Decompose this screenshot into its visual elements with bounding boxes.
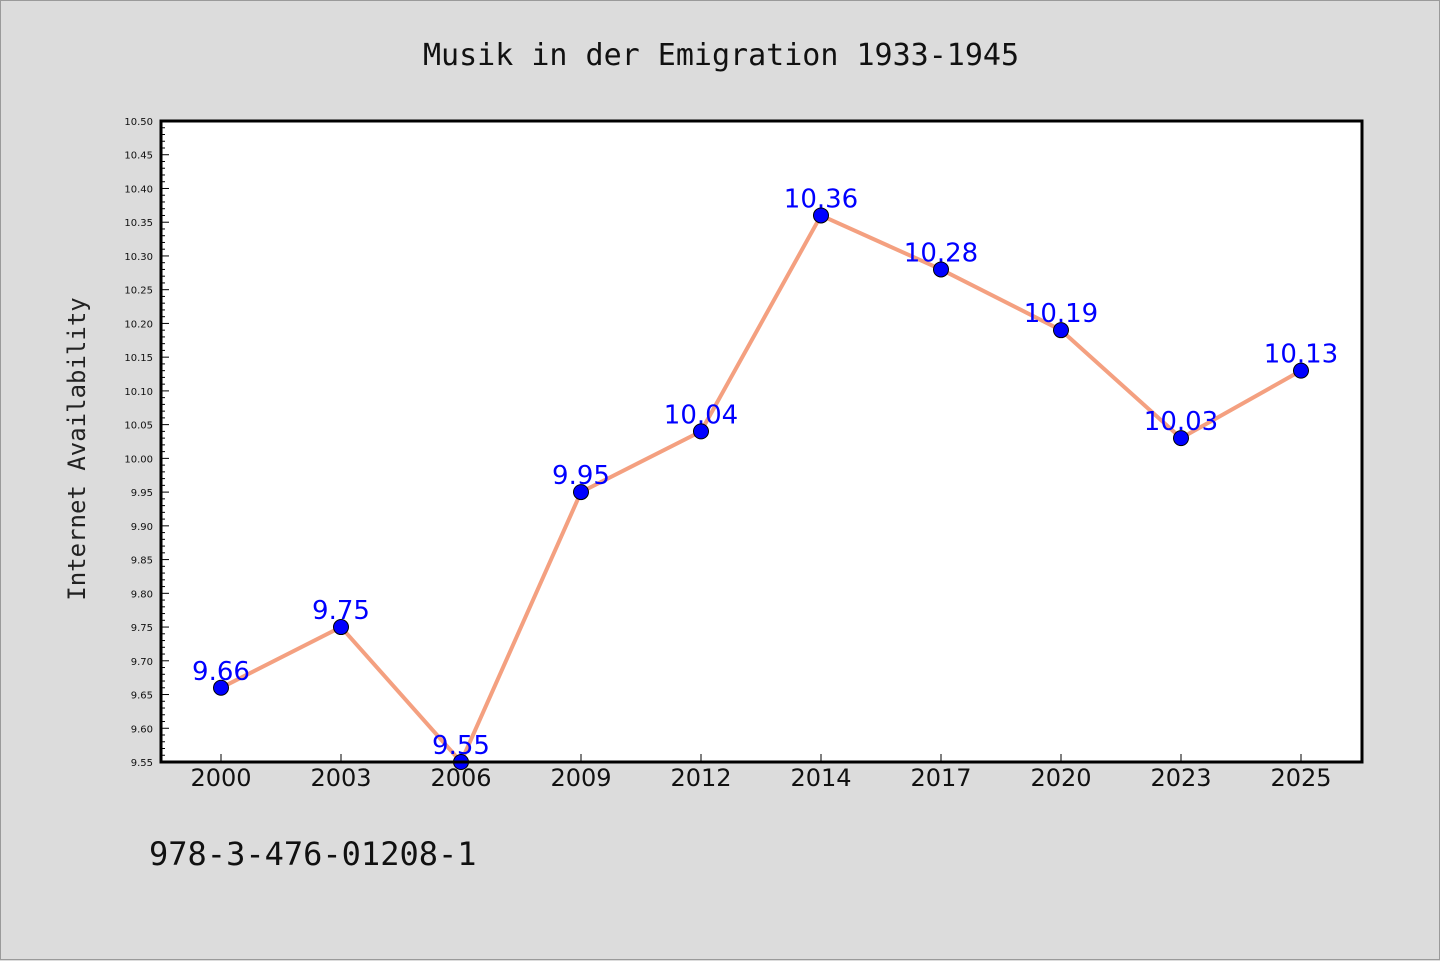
y-tick-label: 9.90: [131, 522, 153, 533]
y-tick-label: 10.20: [124, 319, 153, 330]
x-tick-label: 2012: [670, 764, 731, 792]
chart-title: Musik in der Emigration 1933-1945: [423, 38, 1019, 73]
x-tick-label: 2023: [1150, 764, 1211, 792]
y-tick-label: 10.05: [124, 421, 153, 432]
data-label: 9.66: [192, 657, 250, 687]
data-point: [213, 679, 229, 696]
y-tick-label: 9.95: [131, 488, 153, 499]
data-point: [693, 423, 709, 440]
plot-border: [159, 119, 1364, 764]
y-tick-label: 9.55: [131, 758, 153, 769]
y-tick-label: 10.30: [124, 252, 153, 263]
x-tick-label: 2020: [1030, 764, 1091, 792]
x-tick-label: 2009: [550, 764, 611, 792]
data-point: [1053, 322, 1069, 339]
y-tick-label: 10.45: [124, 151, 153, 162]
data-label: 10.28: [904, 238, 978, 268]
y-tick-label: 10.40: [124, 184, 153, 195]
data-label: 10.04: [664, 400, 738, 430]
data-point: [933, 261, 949, 278]
data-point: [333, 619, 349, 636]
plot-area: [161, 121, 1362, 762]
data-label: 10.13: [1264, 340, 1338, 370]
data-labels: 9.66 9.75 9.55 9.95 10.04 10.36 10.28 10.19 10.0…: [192, 184, 1338, 761]
y-tick-label: 9.80: [131, 589, 153, 600]
series-line: [219, 213, 1303, 764]
x-tick-label: 2003: [310, 764, 371, 792]
y-tick-label: 10.10: [124, 387, 153, 398]
y-tick-label: 10.00: [124, 454, 153, 465]
y-axis-label: Internet Availability: [63, 297, 91, 600]
y-tick-label: 10.25: [124, 286, 153, 297]
y-tick-label: 10.50: [124, 117, 153, 128]
y-tick-label: 10.35: [124, 218, 153, 229]
x-tick-label: 2017: [910, 764, 971, 792]
data-point: [1293, 362, 1309, 379]
x-tick-label: 2014: [790, 764, 851, 792]
y-tick-label: 9.65: [131, 691, 153, 702]
data-label: 10.03: [1144, 407, 1218, 437]
data-point: [1173, 430, 1189, 447]
y-axis-ticks: 9.55 9.60 9.65 9.70 9.75 9.80 9.85 9.90 9.95 10.0…: [124, 117, 169, 769]
data-label: 9.55: [432, 731, 490, 761]
y-tick-label: 9.60: [131, 724, 153, 735]
y-tick-label: 9.75: [131, 623, 153, 634]
data-label: 9.95: [552, 461, 610, 491]
data-point: [573, 484, 589, 501]
data-label: 10.19: [1024, 299, 1098, 329]
x-tick-label: 2025: [1270, 764, 1331, 792]
data-label: 10.36: [784, 184, 858, 214]
data-point: [813, 207, 829, 224]
y-tick-label: 10.15: [124, 353, 153, 364]
series-group: [213, 207, 1309, 770]
y-tick-label: 9.70: [131, 657, 153, 668]
y-tick-label: 9.85: [131, 556, 153, 567]
isbn-annotation: 978-3-476-01208-1: [149, 835, 477, 873]
x-tick-label: 2000: [190, 764, 251, 792]
data-label: 9.75: [312, 596, 370, 626]
